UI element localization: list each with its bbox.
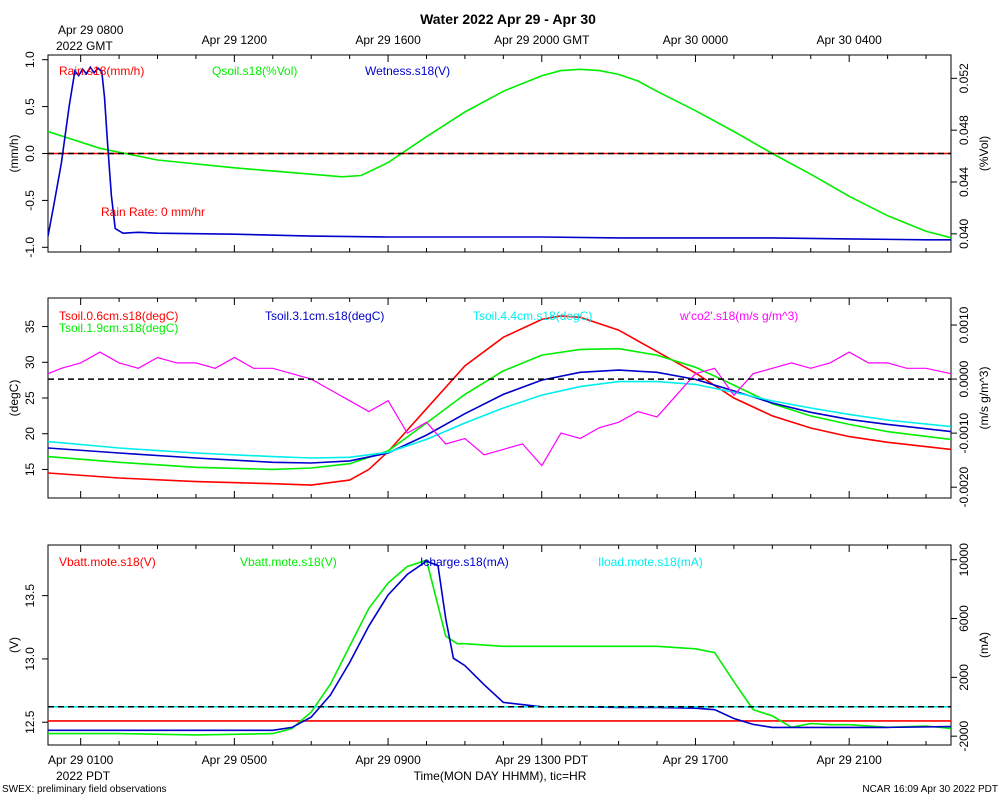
chart-title: Water 2022 Apr 29 - Apr 30 xyxy=(420,11,596,27)
bottom-time-axis: Apr 29 0100 2022 PDT Apr 29 0500 Apr 29 090… xyxy=(48,753,882,783)
top-axis-label: Apr 30 0400 xyxy=(816,33,882,47)
panel-3: 12.5 13.0 13.5 (V) -2000 2000 6000 10000 (mA) Vba… xyxy=(7,543,991,752)
series-line-3 xyxy=(48,560,951,732)
legend-entry: w'co2'.s18(m/s g/m^3) xyxy=(679,309,798,323)
legend-entry: Vbatt.mote.s18(V) xyxy=(59,555,156,569)
footer-right: NCAR 16:09 Apr 30 2022 PDT xyxy=(862,784,998,795)
legend-entry: Rain.s18(mm/h) xyxy=(59,64,144,78)
bottom-axis-label: Apr 29 0900 xyxy=(355,753,421,767)
right-tick-label: 2000 xyxy=(957,664,971,691)
series-group xyxy=(48,315,951,486)
series-line-5 xyxy=(48,351,951,467)
series-line-4 xyxy=(48,380,951,459)
top-axis-label: Apr 29 1600 xyxy=(355,33,421,47)
series-line-2 xyxy=(48,347,951,471)
left-axis-label: (mm/h) xyxy=(7,135,21,173)
series-line-1 xyxy=(48,315,951,486)
legend-entry: Iload.mote.s18(mA) xyxy=(598,555,703,569)
left-tick-label: 15 xyxy=(23,462,37,476)
right-tick-label: -0.0010 xyxy=(957,412,971,453)
panels: -1.0 -0.5 0.0 0.5 1.0 (mm/h) 0.040 0.044 0.048 0.… xyxy=(7,51,991,752)
panel-2: 15 20 25 30 35 (degC) -0.0020 -0.0010 0.0000 0.00… xyxy=(7,297,991,508)
bottom-axis-label: Apr 29 1300 PDT xyxy=(495,753,588,767)
bottom-axis-label: 2022 PDT xyxy=(56,769,111,783)
legend-entry: Tsoil.0.6cm.s18(degC) xyxy=(59,309,178,323)
legend-entry: Vbatt.mote.s18(V) xyxy=(240,555,337,569)
right-axis-label: (m/s g/m^3) xyxy=(977,367,991,430)
legend-entry: Icharge.s18(mA) xyxy=(420,555,509,569)
panel-frame xyxy=(47,297,952,499)
left-tick-label: 35 xyxy=(23,320,37,334)
bottom-axis-label: Apr 29 1700 xyxy=(663,753,729,767)
series-line-2 xyxy=(48,559,951,736)
top-time-axis: Apr 29 0800 2022 GMT Apr 29 1200 Apr 29 160… xyxy=(56,23,882,53)
right-axis-label: (mA) xyxy=(977,632,991,658)
right-tick-label: -0.0020 xyxy=(957,467,971,508)
legend-entry: Tsoil.1.9cm.s18(degC) xyxy=(59,321,178,335)
top-axis-label: Apr 29 2000 GMT xyxy=(494,33,590,47)
bottom-axis-label: Apr 29 2100 xyxy=(816,753,882,767)
footer-left: SWEX: preliminary field observations xyxy=(2,784,167,795)
series-line-3 xyxy=(48,369,951,464)
right-tick-label: 6000 xyxy=(957,605,971,632)
series-line-2 xyxy=(48,68,951,239)
top-axis-label: Apr 30 0000 xyxy=(663,33,729,47)
right-tick-label: 0.052 xyxy=(957,63,971,93)
left-axis-label: (V) xyxy=(7,637,21,653)
left-tick-label: -0.5 xyxy=(23,190,37,211)
left-tick-label: 13.5 xyxy=(23,584,37,608)
bottom-axis-label: Apr 29 0500 xyxy=(202,753,268,767)
left-tick-label: 0.0 xyxy=(23,145,37,162)
left-tick-label: -1.0 xyxy=(23,237,37,258)
left-tick-label: 1.0 xyxy=(23,51,37,68)
legend-entry: Tsoil.3.1cm.s18(degC) xyxy=(265,309,384,323)
left-tick-label: 0.5 xyxy=(23,98,37,115)
right-tick-label: -2000 xyxy=(957,721,971,752)
legend-entry: Tsoil.4.4cm.s18(degC) xyxy=(473,309,592,323)
legend-entry: Qsoil.s18(%Vol) xyxy=(212,64,297,78)
right-tick-label: 0.044 xyxy=(957,167,971,197)
right-tick-label: 0.0010 xyxy=(957,306,971,343)
right-axis-label: (%Vol) xyxy=(977,136,991,171)
annotation: Rain Rate: 0 mm/hr xyxy=(101,205,205,219)
series-line-3 xyxy=(48,65,951,241)
x-axis-label: Time(MON DAY HHMM), tic=HR xyxy=(414,769,587,783)
right-tick-label: 0.040 xyxy=(957,219,971,249)
top-axis-label: 2022 GMT xyxy=(56,39,113,53)
left-tick-label: 25 xyxy=(23,391,37,405)
right-tick-label: 0.0000 xyxy=(957,360,971,397)
top-axis-label: Apr 29 1200 xyxy=(202,33,268,47)
panel-frame xyxy=(47,544,952,746)
left-tick-label: 20 xyxy=(23,427,37,441)
left-tick-label: 13.0 xyxy=(23,647,37,671)
left-axis-label: (degC) xyxy=(7,380,21,417)
top-axis-label: Apr 29 0800 xyxy=(58,23,124,37)
left-tick-label: 30 xyxy=(23,355,37,369)
right-tick-label: 10000 xyxy=(957,543,971,577)
legend-entry: Wetness.s18(V) xyxy=(365,64,450,78)
left-tick-label: 12.5 xyxy=(23,710,37,734)
bottom-axis-label: Apr 29 0100 xyxy=(48,753,114,767)
series-group xyxy=(48,559,951,736)
right-tick-label: 0.048 xyxy=(957,115,971,145)
panel-1: -1.0 -0.5 0.0 0.5 1.0 (mm/h) 0.040 0.044 0.048 0.… xyxy=(7,51,991,258)
